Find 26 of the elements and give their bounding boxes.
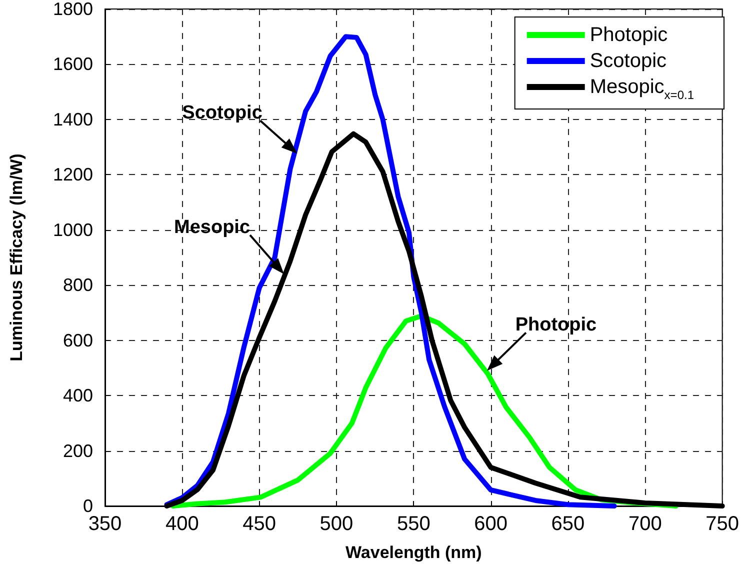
x-tick-label: 750 [706, 513, 740, 535]
y-axis-title: Luminous Efficacy (lm/W) [7, 154, 26, 362]
y-tick-label: 1600 [52, 54, 93, 74]
x-tick-label: 700 [628, 513, 662, 535]
x-tick-label: 500 [320, 513, 354, 535]
x-tick-label: 600 [474, 513, 508, 535]
y-tick-label: 1400 [52, 109, 93, 130]
annotation: Mesopic [174, 217, 250, 238]
x-tick-label: 550 [396, 513, 430, 535]
y-tick-label: 1800 [52, 0, 93, 19]
x-axis-title: Wavelength (nm) [345, 543, 482, 562]
y-tick-label: 800 [62, 275, 93, 296]
x-tick-label: 450 [242, 513, 276, 535]
legend-label: Photopic [590, 24, 668, 46]
x-tick-label: 350 [88, 513, 122, 535]
annotation: Scotopic [182, 102, 263, 124]
x-tick-label: 650 [551, 513, 585, 535]
y-tick-label: 200 [62, 440, 93, 461]
legend-label: Scotopic [590, 50, 667, 72]
y-tick-label: 600 [62, 330, 93, 350]
y-tick-label: 400 [62, 386, 93, 406]
y-tick-label: 0 [82, 496, 93, 516]
y-tick-label: 1200 [52, 164, 93, 185]
x-tick-label: 400 [165, 513, 199, 535]
y-tick-label: 1000 [52, 220, 93, 240]
annotation: Photopic [515, 314, 598, 336]
